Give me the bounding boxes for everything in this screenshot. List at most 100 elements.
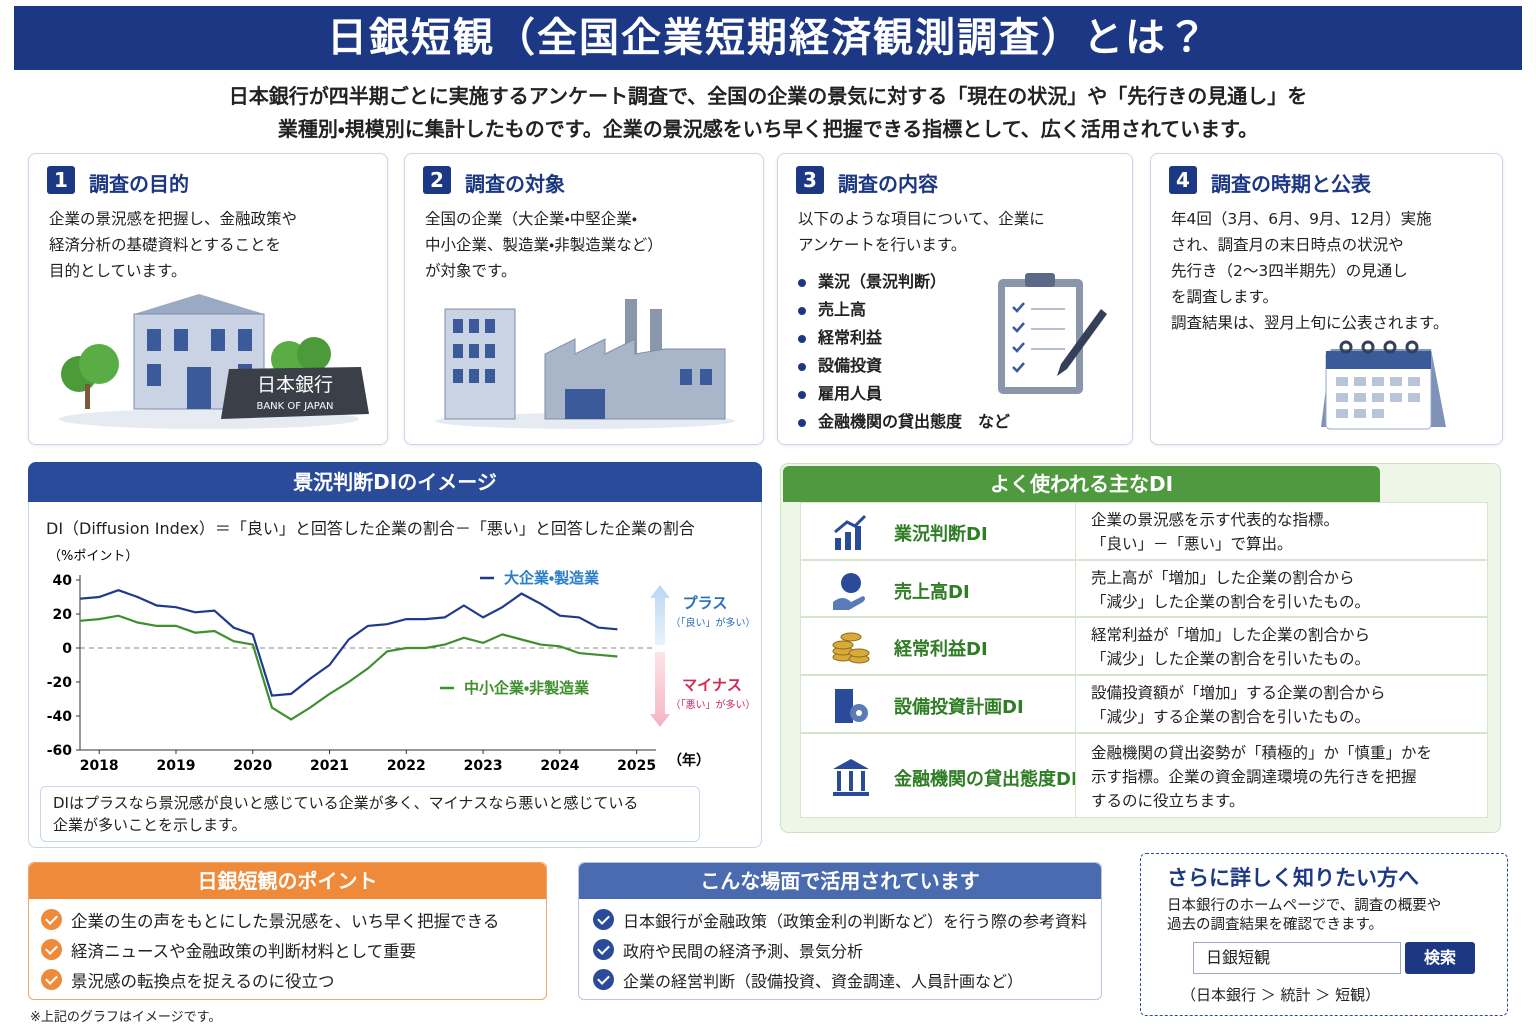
points-box: 日銀短観のポイント 企業の生の声をもとにした景況感を、いち早く把握できる 経済ニ… bbox=[28, 862, 547, 1000]
list-item: 設備投資 bbox=[798, 352, 882, 376]
card-text: を調査します。 bbox=[1171, 288, 1278, 306]
y-tick-label: -60 bbox=[47, 743, 73, 759]
card-title: 調査の対象 bbox=[465, 172, 565, 196]
card-text: 経済分析の基礎資料とすることを bbox=[49, 236, 282, 254]
list-item: 経常利益 bbox=[798, 324, 882, 348]
di-name: 経常利益DI bbox=[894, 639, 988, 660]
di-description: 企業の景況感を示す代表的な指標。 bbox=[1091, 511, 1340, 529]
info-card: 4 調査の時期と公表 年4回（3月、6月、9月、12月）実施 され、調査月の末日… bbox=[1150, 153, 1503, 445]
y-tick-label: 40 bbox=[53, 573, 73, 589]
card-text: 年4回（3月、6月、9月、12月）実施 bbox=[1171, 210, 1432, 228]
card-text: 中小企業、製造業・非製造業など） bbox=[425, 236, 663, 254]
use-item: 日本銀行が金融政策（政策金利の判断など）を行う際の参考資料 bbox=[593, 908, 1087, 932]
y-tick-label: 20 bbox=[53, 607, 73, 623]
di-row: 設備投資計画DI 設備投資額が「増加」する企業の割合から 「減少」する企業の割合を引… bbox=[800, 675, 1488, 733]
card-text: が対象です。 bbox=[425, 262, 517, 280]
use-item: 企業の経営判断（設備投資、資金調達、人員計画など） bbox=[593, 968, 1023, 992]
di-description: 設備投資額が「増加」する企業の割合から bbox=[1091, 684, 1386, 702]
di-description: 「良い」－「悪い」で算出。 bbox=[1091, 535, 1293, 553]
x-tick-label: 2018 bbox=[80, 758, 119, 774]
card-text: 目的としています。 bbox=[49, 262, 187, 280]
info-card: 3 調査の内容 以下のような項目について、企業に アンケートを行います。 業況（… bbox=[777, 153, 1133, 445]
site-path: （日本銀行 ＞ 統計 ＞ 短観） bbox=[1181, 986, 1381, 1004]
di-icon bbox=[832, 632, 870, 664]
di-icon bbox=[835, 689, 868, 723]
chart-note: DIはプラスなら景況感が良いと感じている企業が多く、マイナスなら悪いと感じている… bbox=[40, 786, 700, 842]
formula: DI（Diffusion Index）＝「良い」と回答した企業の割合－「悪い」と… bbox=[46, 519, 695, 538]
card-number: 2 bbox=[423, 166, 451, 194]
point-item: 景況感の転換点を捉えるのに役立つ bbox=[41, 968, 335, 992]
card-text: アンケートを行います。 bbox=[798, 236, 967, 254]
search-button[interactable]: 検索 bbox=[1405, 942, 1475, 974]
y-tick-label: 0 bbox=[62, 641, 72, 657]
column-divider bbox=[1075, 561, 1076, 616]
di-row: 経常利益DI 経常利益が「増加」した企業の割合から 「減少」した企業の割合を引いたも… bbox=[800, 617, 1488, 675]
di-description: 売上高が「増加」した企業の割合から bbox=[1091, 568, 1355, 587]
column-divider bbox=[1075, 734, 1076, 817]
plus-note: （「良い」が多い） bbox=[671, 616, 756, 629]
series-line bbox=[79, 614, 618, 721]
panel-title: 景況判断DIのイメージ bbox=[28, 462, 762, 502]
sign-text: 日本銀行 bbox=[257, 374, 333, 396]
box-title: こんな場面で活用されています bbox=[579, 863, 1101, 899]
search-input[interactable]: 日銀短観 bbox=[1193, 942, 1401, 974]
di-name: 設備投資計画DI bbox=[894, 697, 1024, 718]
card-text: 企業の景況感を把握し、金融政策や bbox=[49, 210, 298, 228]
card-number: 1 bbox=[47, 166, 75, 194]
di-icon bbox=[833, 572, 865, 610]
more-text: 日本銀行のホームページで、調査の概要や bbox=[1167, 898, 1442, 914]
x-tick-label: 2023 bbox=[464, 758, 503, 774]
list-item: 雇用人員 bbox=[798, 380, 882, 404]
footnote: ※上記のグラフはイメージです。 bbox=[30, 1010, 222, 1025]
clipboard-illustration bbox=[998, 273, 1107, 394]
point-item: 企業の生の声をもとにした景況感を、いち早く把握できる bbox=[41, 908, 499, 932]
column-divider bbox=[1075, 676, 1076, 732]
note-line: 企業が多いことを示します。 bbox=[53, 816, 247, 834]
card-text: 以下のような項目について、企業に bbox=[798, 210, 1045, 228]
di-description: 「減少」した企業の割合を引いたもの。 bbox=[1091, 592, 1371, 611]
di-name: 売上高DI bbox=[894, 581, 970, 603]
minus-arrow bbox=[650, 652, 670, 727]
di-row: 業況判断DI 企業の景況感を示す代表的な指標。 「良い」－「悪い」で算出。 bbox=[800, 502, 1488, 560]
di-name: 業況判断DI bbox=[894, 524, 988, 545]
list-item: 業況（景況判断） bbox=[798, 268, 946, 292]
card-title: 調査の目的 bbox=[89, 172, 189, 196]
series-line bbox=[79, 589, 618, 697]
di-description: 金融機関の貸出姿勢が「積極的」か「慎重」かを bbox=[1091, 743, 1433, 762]
legend-label: 大企業・製造業 bbox=[504, 569, 600, 587]
x-tick-label: 2025 bbox=[617, 758, 656, 774]
x-axis-unit: （年） bbox=[668, 752, 710, 769]
di-icon bbox=[833, 758, 869, 796]
di-row: 金融機関の貸出態度DI 金融機関の貸出姿勢が「積極的」か「慎重」かを 示す指標。企業… bbox=[800, 733, 1488, 818]
calendar-illustration bbox=[1321, 340, 1446, 430]
legend-label: 中小企業・非製造業 bbox=[464, 679, 590, 697]
x-tick-label: 2020 bbox=[233, 758, 272, 774]
di-name: 金融機関の貸出態度DI bbox=[894, 768, 1078, 790]
card-number: 4 bbox=[1169, 166, 1197, 194]
card-text: され、調査月の末日時点の状況や bbox=[1171, 236, 1404, 254]
card-text: 調査結果は、翌月上旬に公表されます。 bbox=[1171, 314, 1449, 332]
card-text: 先行き（2〜3四半期先）の見通し bbox=[1171, 262, 1408, 280]
info-card: 2 調査の対象 全国の企業（大企業・中堅企業・ 中小企業、製造業・非製造業など）… bbox=[404, 153, 764, 445]
line-chart: （%ポイント） （年） プラス （「良い」が多い） マイナス （「悪い」が多い）… bbox=[47, 549, 756, 774]
di-row: 売上高DI 売上高が「増加」した企業の割合から 「減少」した企業の割合を引いたもの。 bbox=[800, 560, 1488, 617]
column-divider bbox=[1075, 503, 1076, 559]
card-text: 全国の企業（大企業・中堅企業・ bbox=[425, 210, 638, 228]
panel-title: よく使われる主なDI bbox=[783, 466, 1380, 502]
x-tick-label: 2022 bbox=[387, 758, 426, 774]
more-text: 過去の調査結果を確認できます。 bbox=[1167, 917, 1384, 933]
bank-illustration: 日本銀行 BANK OF JAPAN bbox=[59, 294, 369, 429]
lead-text: 業種別・規模別に集計したものです。企業の景況感をいち早く把握できる指標として、広… bbox=[277, 117, 1259, 141]
lead-text: 日本銀行が四半期ごとに実施するアンケート調査で、全国の企業の景気に対する「現在の… bbox=[228, 84, 1308, 108]
y-tick-label: -20 bbox=[47, 675, 73, 691]
card-title: 調査の内容 bbox=[838, 172, 938, 196]
building-illustration bbox=[435, 299, 735, 429]
note-line: DIはプラスなら景況感が良いと感じている企業が多く、マイナスなら悪いと感じている bbox=[53, 794, 639, 812]
y-tick-label: -40 bbox=[47, 709, 73, 725]
use-item: 政府や民間の経済予測、景気分析 bbox=[593, 938, 863, 962]
sign-text: BANK OF JAPAN bbox=[256, 401, 333, 412]
di-description: 「減少」した企業の割合を引いたもの。 bbox=[1091, 650, 1371, 668]
card-title: 調査の時期と公表 bbox=[1211, 172, 1371, 196]
di-description: 経常利益が「増加」した企業の割合から bbox=[1091, 626, 1371, 644]
